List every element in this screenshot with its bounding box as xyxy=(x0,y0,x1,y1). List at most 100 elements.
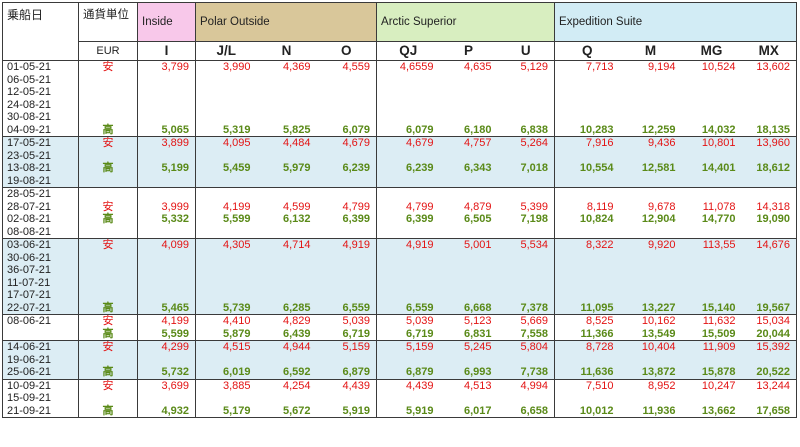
high-price: 5,065 xyxy=(161,123,189,136)
low-price: 4,439 xyxy=(406,379,434,392)
price-cell: 4,599 6,132 xyxy=(256,187,317,239)
low-price: 10,247 xyxy=(701,379,736,392)
low-price: 7,510 xyxy=(586,379,614,392)
low-price: 5,159 xyxy=(406,341,434,353)
price-cell: 4,095 5,459 xyxy=(195,136,257,188)
low-price: 10,404 xyxy=(641,341,676,353)
price-cell: 4,679 6,239 xyxy=(376,136,440,188)
price-cell: 3,885 5,179 xyxy=(195,378,257,418)
season-labels: 安高 xyxy=(78,60,138,137)
price-cell: 5,001 6,668 xyxy=(439,238,498,315)
low-price: 8,119 xyxy=(586,200,614,213)
low-price: 4,199 xyxy=(222,200,251,213)
high-price: 14,032 xyxy=(701,123,736,136)
high-price: 12,581 xyxy=(641,162,676,174)
low-price: 113,55 xyxy=(702,239,736,252)
low-season-label: 安 xyxy=(102,200,114,213)
high-price: 5,979 xyxy=(282,162,311,174)
high-price: 5,599 xyxy=(222,213,251,225)
departure-date: 17-05-21 xyxy=(7,137,52,150)
departure-date-header: 乗船日 xyxy=(2,2,79,61)
high-season-label: 高 xyxy=(102,162,114,174)
high-price: 6,239 xyxy=(406,162,434,174)
price-cell: 4,439 5,919 xyxy=(376,378,440,418)
price-cell: 8,119 10,824 xyxy=(554,187,620,239)
low-price: 3,799 xyxy=(161,61,189,74)
high-price: 20,522 xyxy=(756,366,791,378)
low-season-label: 安 xyxy=(102,379,114,392)
low-price: 4,6559 xyxy=(399,61,434,74)
price-cell: 14,676 19,567 xyxy=(741,238,798,315)
low-price: 5,804 xyxy=(520,341,549,353)
low-price: 4,714 xyxy=(282,239,311,252)
low-price: 4,099 xyxy=(161,239,189,252)
category-expedition-suite: Expedition Suite xyxy=(554,2,798,42)
price-cell: 4,944 6,592 xyxy=(256,340,317,380)
price-cell: 15,392 20,522 xyxy=(741,340,798,380)
high-season-label: 高 xyxy=(102,404,114,417)
high-price: 5,179 xyxy=(222,404,251,417)
high-price: 12,904 xyxy=(641,213,676,225)
category-arctic-superior: Arctic Superior xyxy=(376,2,556,42)
price-cell: 9,920 13,227 xyxy=(619,238,682,315)
high-season-label: 高 xyxy=(102,213,114,225)
price-cell: 8,952 11,936 xyxy=(619,378,682,418)
low-price: 5,264 xyxy=(520,137,549,150)
low-season-label: 安 xyxy=(102,239,114,252)
price-cell: 4,879 6,505 xyxy=(439,187,498,239)
low-price: 5,123 xyxy=(464,315,492,328)
season-labels: 安高 xyxy=(78,187,138,239)
departure-date: 25-06-21 xyxy=(7,366,52,378)
low-price: 4,679 xyxy=(406,137,434,150)
price-cell: 4,099 5,465 xyxy=(137,238,196,315)
price-cell: 3,699 4,932 xyxy=(137,378,196,418)
price-cell: 4,254 5,672 xyxy=(256,378,317,418)
low-price: 9,920 xyxy=(648,239,676,252)
departure-date: 24-08-21 xyxy=(7,98,52,111)
low-price: 8,525 xyxy=(586,315,614,328)
departure-dates: 17-05-21 23-05-21 13-08-21 19-08-21 xyxy=(2,136,79,188)
price-cell: 5,534 7,378 xyxy=(497,238,556,315)
price-cell: 4,994 6,658 xyxy=(497,378,556,418)
table-row: 01-05-21 06-05-21 12-05-21 24-08-21 30-08-21… xyxy=(2,60,798,137)
price-cell: 5,669 7,558 xyxy=(497,314,556,341)
high-price: 10,283 xyxy=(579,123,614,136)
season-labels: 安高 xyxy=(78,238,138,315)
high-price: 5,465 xyxy=(161,301,189,314)
low-price: 3,990 xyxy=(222,61,251,74)
high-price: 5,199 xyxy=(161,162,189,174)
high-price: 6,719 xyxy=(406,327,434,340)
low-price: 4,919 xyxy=(342,239,371,252)
low-season-label: 安 xyxy=(102,61,114,74)
price-table: 乗船日 通貨単位 Inside Polar Outside Arctic Sup… xyxy=(2,2,798,418)
departure-date: 17-07-21 xyxy=(7,289,52,301)
low-price: 11,909 xyxy=(702,341,736,353)
high-price: 13,549 xyxy=(641,327,676,340)
low-price: 4,994 xyxy=(520,379,549,392)
high-price: 6,559 xyxy=(406,301,434,314)
high-price: 6,592 xyxy=(282,366,311,378)
high-price: 19,090 xyxy=(756,213,791,225)
low-price: 5,039 xyxy=(406,315,434,328)
price-cell: 11,909 15,878 xyxy=(681,340,742,380)
high-price: 15,140 xyxy=(701,301,736,314)
departure-date: 15-09-21 xyxy=(7,392,52,404)
high-price: 6,879 xyxy=(342,366,371,378)
low-price: 7,713 xyxy=(586,61,614,74)
high-price: 6,285 xyxy=(282,301,311,314)
departure-date: 19-06-21 xyxy=(7,353,52,366)
departure-dates: 14-06-21 19-06-21 25-06-21 xyxy=(2,340,79,380)
high-price: 6,079 xyxy=(406,123,434,136)
high-price: 13,872 xyxy=(641,366,676,378)
high-price: 7,018 xyxy=(520,162,549,174)
price-cell: 3,799 5,065 xyxy=(137,60,196,137)
low-price: 4,410 xyxy=(222,315,251,328)
low-price: 14,318 xyxy=(756,200,791,213)
price-cell: 4,369 5,825 xyxy=(256,60,317,137)
high-price: 11,366 xyxy=(580,327,614,340)
price-cell: 14,318 19,090 xyxy=(741,187,798,239)
departure-date: 04-09-21 xyxy=(7,123,52,136)
high-price: 6,079 xyxy=(342,123,371,136)
high-price: 5,919 xyxy=(342,404,371,417)
price-cell: 8,525 11,366 xyxy=(554,314,620,341)
